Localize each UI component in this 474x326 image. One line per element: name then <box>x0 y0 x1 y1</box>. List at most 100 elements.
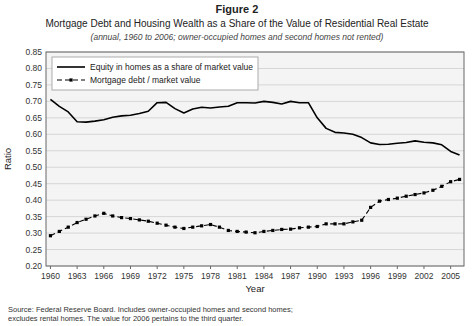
y-tick-label: 0.70 <box>25 96 42 106</box>
series-marker <box>84 218 87 221</box>
x-tick-label: 1990 <box>308 271 327 281</box>
y-tick-label: 0.85 <box>25 47 42 57</box>
series-marker <box>147 220 150 223</box>
series-marker <box>307 226 310 229</box>
grid-line <box>46 249 464 250</box>
grid-line <box>46 167 464 168</box>
x-axis-label: Year <box>245 283 264 294</box>
series-marker <box>449 180 452 183</box>
annotation: (annual, 1960 to 2006; owner-occupied ho… <box>91 32 384 42</box>
series-group <box>49 99 461 237</box>
series-marker <box>316 225 319 228</box>
grid-line <box>46 134 464 135</box>
series-marker <box>271 229 274 232</box>
x-tick-label: 1999 <box>388 271 407 281</box>
series-marker <box>245 230 248 233</box>
source-line: excludes rental homes. The value for 200… <box>8 314 243 323</box>
x-tick-label: 1978 <box>201 271 220 281</box>
series-marker <box>173 226 176 229</box>
series-marker <box>93 214 96 217</box>
y-tick-label: 0.60 <box>25 129 42 139</box>
x-tick-label: 1996 <box>361 271 380 281</box>
grid-line <box>46 150 464 151</box>
legend-marker <box>69 78 72 81</box>
series-marker <box>440 185 443 188</box>
y-tick-label: 0.30 <box>25 228 42 238</box>
x-tick-label: 1966 <box>94 271 113 281</box>
x-tick-label: 1975 <box>174 271 193 281</box>
series-marker <box>111 214 114 217</box>
series-marker <box>422 191 425 194</box>
subtitle: Mortgage Debt and Housing Wealth as a Sh… <box>45 18 429 29</box>
series-marker <box>138 218 141 221</box>
x-tick-label: 2002 <box>415 271 434 281</box>
series-marker <box>325 222 328 225</box>
series-marker <box>67 226 70 229</box>
series-marker <box>200 224 203 227</box>
series-marker <box>76 221 79 224</box>
x-tick-label: 1960 <box>41 271 60 281</box>
series-marker <box>378 200 381 203</box>
x-tick-label: 1969 <box>121 271 140 281</box>
series-marker <box>396 197 399 200</box>
grid-line <box>46 200 464 201</box>
y-tick-label: 0.55 <box>25 146 42 156</box>
y-tick-label: 0.50 <box>25 162 42 172</box>
y-tick-label: 0.75 <box>25 80 42 90</box>
series-marker <box>351 220 354 223</box>
source-note: Source: Federal Reserve Board. Includes … <box>8 305 293 323</box>
x-tick-label: 1963 <box>68 271 87 281</box>
series-marker <box>209 223 212 226</box>
grid-line <box>46 183 464 184</box>
series-marker <box>120 216 123 219</box>
series-marker <box>129 217 132 220</box>
grid-line <box>46 101 464 102</box>
series-marker <box>369 206 372 209</box>
series-line <box>50 179 459 235</box>
series-marker <box>289 228 292 231</box>
series-marker <box>262 230 265 233</box>
plot-frame <box>46 52 464 266</box>
y-tick-label: 0.20 <box>25 261 42 271</box>
series-marker <box>156 222 159 225</box>
x-tick-label: 1981 <box>228 271 247 281</box>
series-marker <box>387 198 390 201</box>
series-marker <box>236 230 239 233</box>
series-marker <box>253 231 256 234</box>
y-tick-label: 0.65 <box>25 113 42 123</box>
y-tick-label: 0.35 <box>25 212 42 222</box>
plot-area <box>46 52 464 266</box>
series-marker <box>413 193 416 196</box>
y-axis-label: Ratio <box>2 148 13 170</box>
series-marker <box>342 222 345 225</box>
title: Figure 2 <box>216 3 259 15</box>
x-tick-label: 1972 <box>148 271 167 281</box>
x-tick-label: 2005 <box>441 271 460 281</box>
series-marker <box>431 189 434 192</box>
source-line: Source: Federal Reserve Board. Includes … <box>8 305 293 314</box>
series-marker <box>360 219 363 222</box>
series-marker <box>164 224 167 227</box>
series-marker <box>227 229 230 232</box>
series-marker <box>333 222 336 225</box>
series-marker <box>191 226 194 229</box>
background <box>0 0 474 326</box>
series-marker <box>58 230 61 233</box>
series-line <box>50 99 459 155</box>
series-marker <box>49 234 52 237</box>
series-marker <box>218 226 221 229</box>
legend-label: Equity in homes as a share of market val… <box>90 62 253 72</box>
series-marker <box>280 228 283 231</box>
x-tick-label: 1984 <box>254 271 273 281</box>
y-tick-label: 0.40 <box>25 195 42 205</box>
series-marker <box>458 178 461 181</box>
legend: Equity in homes as a share of market val… <box>52 57 258 90</box>
y-tick-label: 0.25 <box>25 245 42 255</box>
legend-box <box>52 57 258 90</box>
y-tick-label: 0.45 <box>25 179 42 189</box>
legend-label: Mortgage debt / market value <box>90 75 201 85</box>
x-tick-label: 1993 <box>334 271 353 281</box>
y-tick-label: 0.80 <box>25 63 42 73</box>
series-marker <box>298 226 301 229</box>
series-marker <box>405 195 408 198</box>
